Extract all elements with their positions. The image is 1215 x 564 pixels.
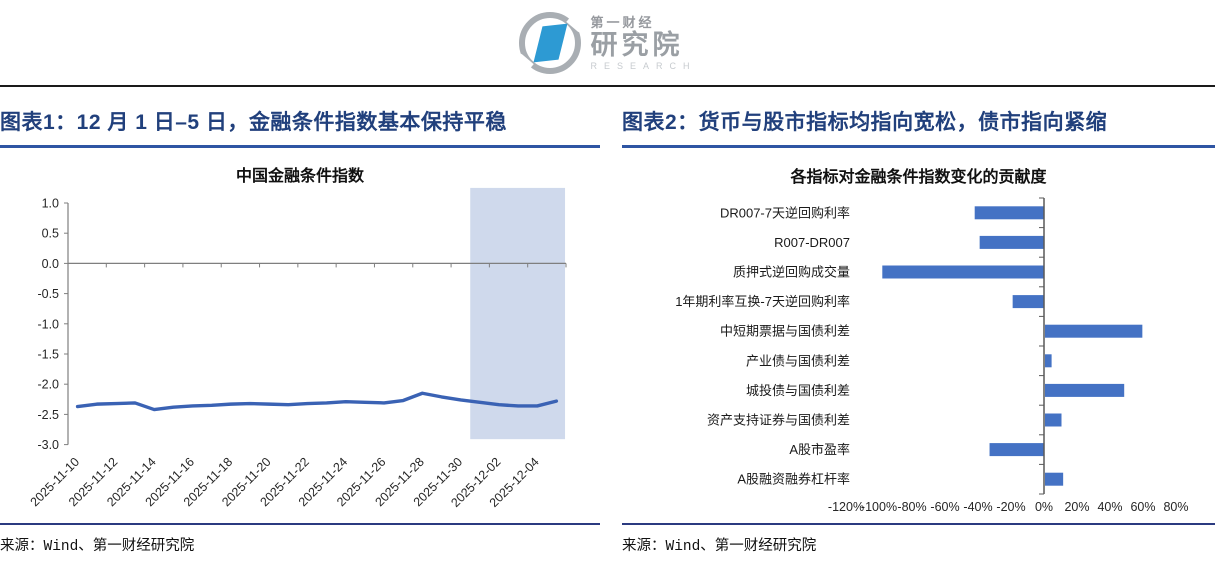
bar-8 xyxy=(989,443,1044,457)
yicai-research-logo: 第一财经 研究院 RESEARCH xyxy=(515,8,696,78)
chart1-header: 图表1：12 月 1 日–5 日，金融条件指数基本保持平稳 xyxy=(0,106,600,148)
bar-category-label: 1年期利率互换-7天逆回购利率 xyxy=(675,294,850,309)
chart2-header: 图表2：货币与股市指标均指向宽松，债市指向紧缩 xyxy=(622,106,1215,148)
line-chart: 1.00.50.0-0.5-1.0-1.5-2.0-2.5-3.02025-11… xyxy=(28,187,567,510)
pct-tick-label: -20% xyxy=(996,500,1025,514)
bar-chart-title: 各指标对金融条件指数变化的贡献度 xyxy=(790,169,1047,186)
logo-name: 研究院 xyxy=(590,29,684,60)
logo-subtitle: RESEARCH xyxy=(590,60,697,71)
chart2-source: 来源：Wind、第一财经研究院 xyxy=(622,523,1215,555)
y-tick-label: -1.5 xyxy=(37,348,59,362)
logo-text: 第一财经 研究院 RESEARCH xyxy=(590,16,696,71)
bar-category-label: 质押式逆回购成交量 xyxy=(733,265,850,280)
bar-4 xyxy=(1045,324,1143,338)
y-tick-label: -2.5 xyxy=(37,408,59,422)
pct-tick-label: -60% xyxy=(930,500,959,514)
pct-tick-label: -40% xyxy=(963,500,992,514)
bar-6 xyxy=(1045,383,1125,397)
bar-9 xyxy=(1045,472,1064,486)
pct-tick-label: 80% xyxy=(1163,500,1188,514)
y-tick-label: -2.0 xyxy=(37,378,59,392)
y-tick-label: 0.5 xyxy=(42,227,59,241)
bar-category-label: 城投债与国债利差 xyxy=(746,383,850,398)
bar-category-label: A股融资融券杠杆率 xyxy=(737,472,850,487)
bar-3 xyxy=(1012,295,1044,309)
y-tick-label: 1.0 xyxy=(42,197,59,211)
bar-category-label: 资产支持证券与国债利差 xyxy=(707,413,850,428)
line-chart-title: 中国金融条件指数 xyxy=(235,168,364,185)
bar-0 xyxy=(974,206,1044,220)
logo-brand: 第一财经 xyxy=(590,14,655,30)
y-tick-label: -0.5 xyxy=(37,287,59,301)
y-tick-label: -3.0 xyxy=(37,438,59,452)
chart1-source: 来源：Wind、第一财经研究院 xyxy=(0,523,600,555)
highlight-band xyxy=(470,187,566,440)
logo-flag-icon xyxy=(515,12,584,74)
pct-tick-label: -80% xyxy=(897,500,926,514)
bar-7 xyxy=(1045,413,1062,427)
logo-ring xyxy=(518,12,581,74)
bar-2 xyxy=(882,265,1044,279)
pct-tick-label: 60% xyxy=(1130,500,1155,514)
bar-1 xyxy=(979,235,1044,249)
bar-category-label: 产业债与国债利差 xyxy=(746,353,850,368)
bar-category-label: R007-DR007 xyxy=(774,235,850,250)
y-tick-label: 0.0 xyxy=(42,257,59,271)
bar-5 xyxy=(1045,354,1052,368)
bar-category-label: 中短期票据与国债利差 xyxy=(720,324,850,339)
pct-tick-label: -120% xyxy=(828,500,864,514)
pct-tick-label: 20% xyxy=(1064,500,1089,514)
y-tick-label: -1.0 xyxy=(37,317,59,331)
fci-line-series xyxy=(75,391,559,412)
bar-category-label: DR007-7天逆回购利率 xyxy=(720,205,850,220)
bar-category-label: A股市盈率 xyxy=(789,442,850,457)
bar-chart: DR007-7天逆回购利率 R007-DR007 质押式逆回购成交量 1年期利率互换-… xyxy=(675,197,1189,514)
pct-tick-label: 0% xyxy=(1035,500,1053,514)
top-divider xyxy=(0,85,1215,87)
pct-tick-label: -100% xyxy=(861,500,897,514)
pct-tick-label: 40% xyxy=(1097,500,1122,514)
